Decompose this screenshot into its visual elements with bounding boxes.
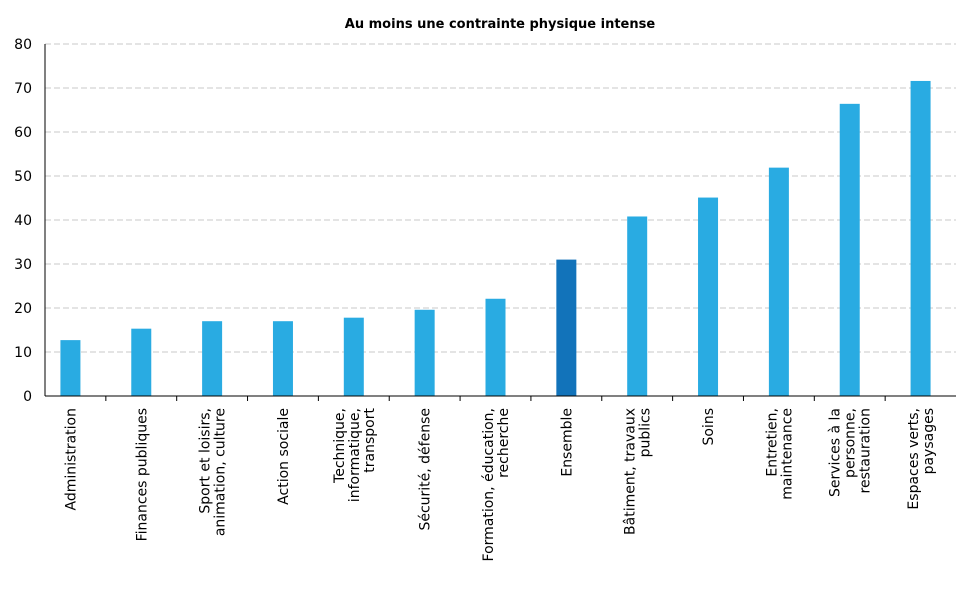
y-tick-label: 50 — [14, 169, 32, 185]
bar — [414, 309, 435, 396]
x-tick-label: Formation, éducation,recherche — [481, 408, 512, 561]
bar — [131, 328, 152, 396]
bar — [60, 340, 81, 396]
bar — [343, 317, 364, 396]
y-tick-label: 40 — [14, 213, 32, 229]
x-tick-label: Administration — [63, 408, 79, 510]
bar — [839, 103, 860, 396]
bar — [556, 259, 577, 396]
x-tick-label: Action sociale — [276, 408, 292, 505]
y-tick-label: 10 — [14, 345, 32, 361]
bar — [768, 167, 789, 396]
bar — [627, 216, 648, 396]
x-tick-label: Espaces verts,paysages — [906, 408, 937, 510]
x-tick-label: Sécurité, défense — [418, 408, 434, 531]
x-tick-label: Technique,informatique,transport — [332, 408, 378, 503]
y-tick-label: 70 — [14, 81, 32, 97]
bar — [272, 321, 293, 396]
y-tick-label: 20 — [14, 301, 32, 317]
x-tick-label: Entretien,maintenance — [764, 408, 795, 500]
y-tick-label: 30 — [14, 257, 32, 273]
bar — [485, 298, 506, 396]
x-tick-label: Soins — [701, 408, 717, 446]
x-tick-label: Ensemble — [559, 408, 575, 477]
bar — [698, 197, 719, 396]
x-tick-label: Finances publiques — [134, 408, 150, 541]
x-tick-label: Bâtiment, travauxpublics — [623, 408, 654, 535]
y-tick-label: 0 — [23, 389, 32, 405]
chart-title: Au moins une contrainte physique intense — [345, 17, 656, 32]
y-tick-label: 80 — [14, 37, 32, 53]
bar — [910, 80, 931, 397]
bar — [202, 321, 223, 396]
x-tick-label: Sport et loisirs,animation, culture — [198, 408, 229, 536]
x-tick-label: Services à lapersonne,restauration — [828, 408, 874, 497]
y-tick-label: 60 — [14, 125, 32, 141]
